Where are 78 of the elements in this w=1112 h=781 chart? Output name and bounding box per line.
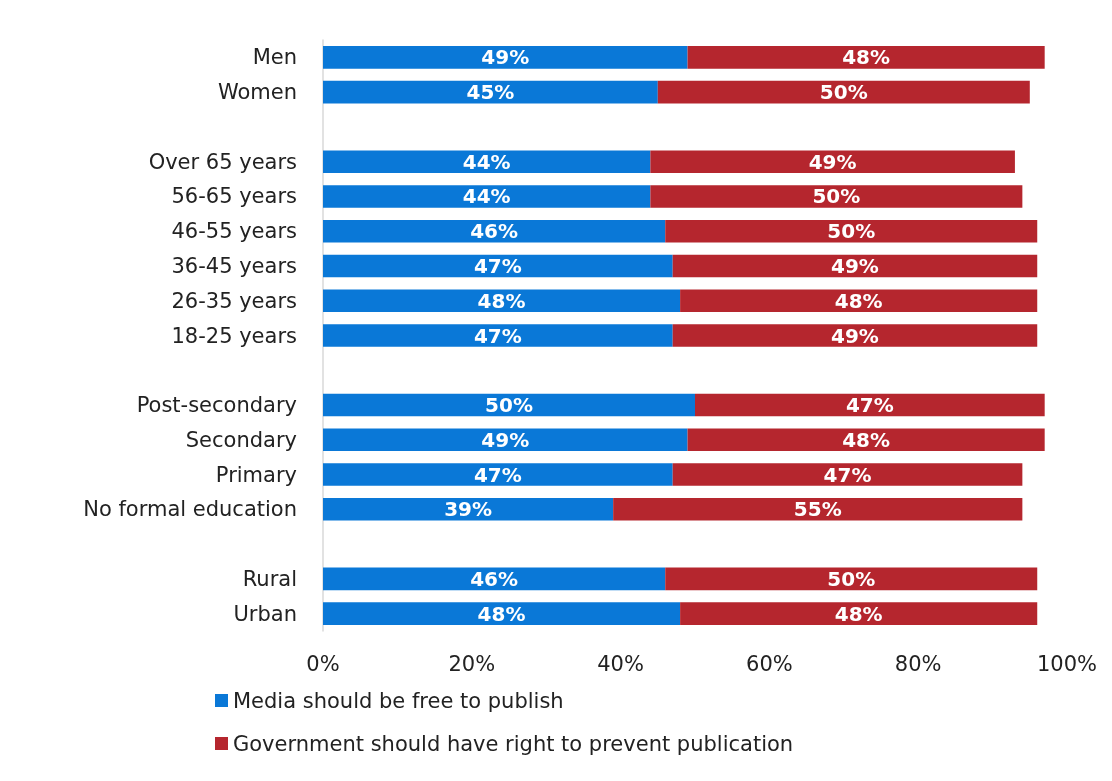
y-tick-label: Primary: [215, 462, 297, 487]
bar: [695, 393, 1045, 417]
legend-label: Media should be free to publish: [233, 688, 564, 713]
x-tick-label: 60%: [746, 651, 793, 676]
bar: [672, 463, 1023, 486]
data-label: 50%: [827, 219, 876, 244]
data-label: 49%: [481, 427, 530, 452]
data-label: 48%: [842, 45, 891, 70]
bar: [680, 602, 1038, 625]
bar: [680, 289, 1038, 313]
y-tick-label: 46-55 years: [171, 219, 297, 244]
bar: [323, 150, 651, 173]
x-tick-label: 80%: [894, 651, 942, 676]
data-label: 48%: [834, 601, 883, 626]
bar: [657, 80, 1030, 104]
bar: [687, 46, 1045, 69]
y-tick-label: 18-25 years: [171, 323, 297, 348]
data-label: 50%: [485, 393, 533, 418]
data-label: 47%: [823, 462, 872, 487]
bar: [613, 498, 1023, 521]
bar: [650, 185, 1023, 208]
data-label: 47%: [473, 253, 522, 278]
y-tick-label: 56-65 years: [171, 184, 297, 209]
x-tick-label: 20%: [448, 651, 496, 676]
data-label: 48%: [477, 601, 526, 626]
data-label: 49%: [831, 253, 879, 278]
data-label: 47%: [473, 462, 522, 487]
bar: [323, 463, 673, 486]
bar: [323, 219, 666, 243]
bar: [323, 498, 614, 521]
bar: [665, 219, 1038, 243]
data-label: 39%: [444, 497, 493, 522]
data-label: 49%: [831, 323, 879, 348]
bar: [672, 324, 1038, 347]
x-tick-label: 0%: [306, 651, 340, 676]
data-label: 46%: [470, 566, 519, 591]
y-tick-label: Post-secondary: [136, 393, 297, 418]
data-label: 50%: [812, 184, 861, 209]
x-tick-label: 40%: [597, 651, 644, 676]
data-label: 44%: [462, 184, 511, 209]
data-label: 50%: [827, 566, 876, 591]
bar: [323, 567, 666, 591]
x-tick-label: 100%: [1036, 651, 1098, 676]
data-label: 46%: [470, 219, 519, 244]
bar: [323, 289, 681, 313]
data-label: 47%: [473, 323, 522, 348]
bar: [323, 602, 681, 625]
bar: [323, 185, 651, 208]
y-tick-label: Women: [217, 80, 297, 105]
bar: [323, 393, 695, 417]
y-tick-label: Men: [252, 45, 297, 70]
data-label: 48%: [834, 288, 883, 313]
data-label: 45%: [466, 80, 515, 105]
bar: [672, 254, 1038, 278]
bar: [323, 324, 673, 347]
data-label: 49%: [481, 45, 530, 70]
bar: [323, 46, 688, 69]
y-tick-label: 36-45 years: [171, 253, 297, 278]
bar: [323, 254, 673, 278]
bar: [323, 428, 688, 452]
bar: [323, 80, 658, 104]
data-label: 49%: [808, 149, 857, 174]
data-label: 44%: [462, 149, 511, 174]
bar: [665, 567, 1038, 591]
y-tick-label: Over 65 years: [148, 149, 297, 174]
data-label: 47%: [845, 393, 894, 418]
y-tick-label: Secondary: [185, 427, 297, 452]
y-tick-label: Rural: [242, 566, 297, 591]
data-label: 48%: [842, 427, 891, 452]
bar: [650, 150, 1015, 173]
y-tick-label: No formal education: [83, 497, 297, 522]
y-tick-label: Urban: [233, 601, 297, 626]
legend-label: Government should have right to prevent publication: [233, 731, 794, 756]
data-label: 55%: [793, 497, 842, 522]
data-label: 50%: [819, 80, 868, 105]
bar: [687, 428, 1045, 452]
data-label: 48%: [477, 288, 526, 313]
y-tick-label: 26-35 years: [171, 288, 297, 313]
